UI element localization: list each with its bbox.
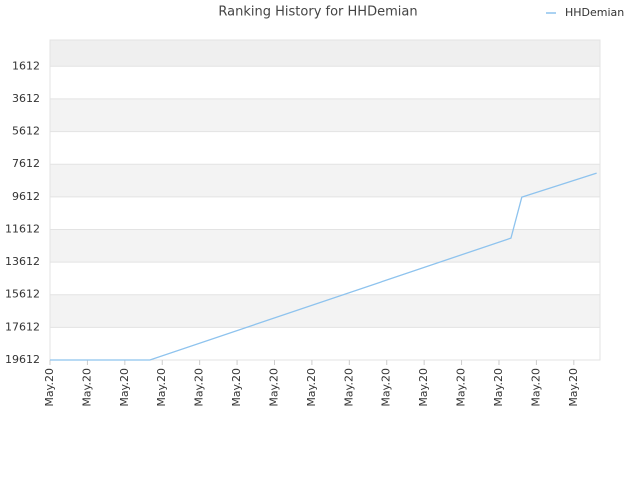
y-tick-label: 17612 [5, 320, 40, 333]
x-tick-label: May.20 [80, 368, 93, 407]
band [50, 294, 600, 328]
x-tick-label: May.20 [529, 368, 542, 407]
x-tick-label: May.20 [118, 368, 131, 407]
series-line [50, 172, 597, 361]
x-tick-label: May.20 [230, 368, 243, 407]
band [50, 98, 600, 132]
y-tick-label: 9612 [12, 190, 40, 203]
x-tick-label: May.20 [567, 368, 580, 407]
y-tick-label: 1612 [12, 59, 40, 72]
x-tick-label: May.20 [193, 368, 206, 407]
band [50, 229, 600, 263]
chart-title: Ranking History for HHDemian [218, 5, 417, 20]
legend-label: HHDemian [565, 6, 624, 19]
x-tick-label: May.20 [267, 368, 280, 407]
x-tick-label: May.20 [43, 368, 56, 407]
y-tick-label: 7612 [12, 157, 40, 170]
y-tick-label: 5612 [12, 125, 40, 138]
y-tick-label: 13612 [5, 255, 40, 268]
x-tick-label: May.20 [492, 368, 505, 407]
y-tick-label: 3612 [12, 92, 40, 105]
x-tick-label: May.20 [455, 368, 468, 407]
band [50, 40, 600, 67]
y-tick-label: 15612 [5, 288, 40, 301]
x-tick-label: May.20 [342, 368, 355, 407]
x-tick-label: May.20 [155, 368, 168, 407]
x-tick-label: May.20 [417, 368, 430, 407]
y-tick-label: 11612 [5, 222, 40, 235]
band [50, 164, 600, 197]
x-tick-label: May.20 [305, 368, 318, 407]
y-tick-label: 19612 [5, 353, 40, 366]
x-tick-label: May.20 [380, 368, 393, 407]
